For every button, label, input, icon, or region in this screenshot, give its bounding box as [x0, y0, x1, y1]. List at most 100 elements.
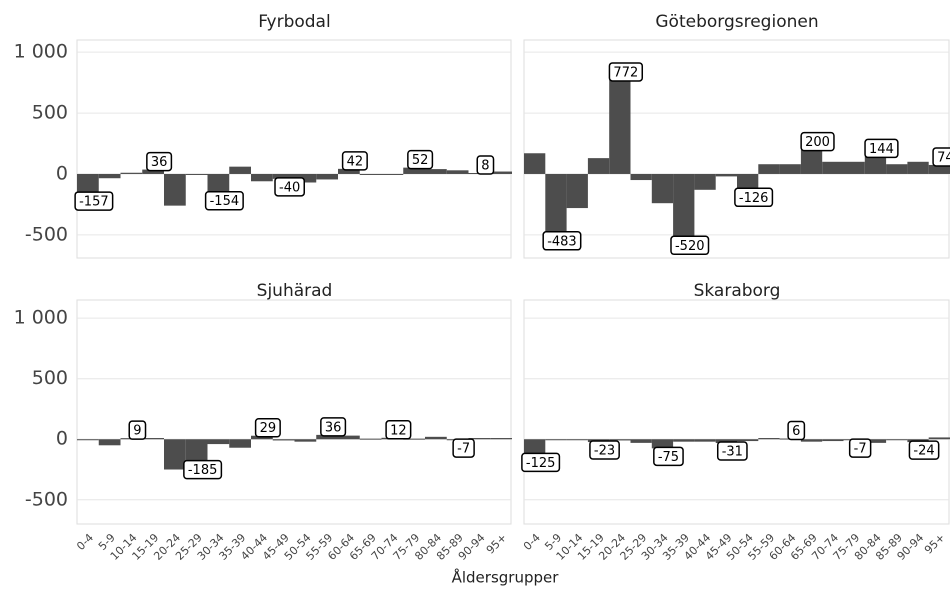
bar: [229, 439, 251, 448]
bar: [864, 156, 887, 174]
bar: [673, 173, 695, 238]
data-label-text: -23: [594, 444, 615, 459]
bar: [185, 439, 208, 462]
data-label-text: 772: [613, 65, 638, 80]
bar: [272, 439, 295, 441]
bar: [185, 173, 208, 175]
data-label-box: [908, 440, 940, 460]
data-label: 12: [385, 420, 412, 440]
bar: [630, 173, 652, 181]
bar: [587, 158, 610, 174]
y-tick-label: -500: [25, 488, 68, 510]
bar: [229, 166, 251, 174]
x-axis-title: Åldersgrupper: [452, 568, 560, 587]
bar: [800, 439, 823, 442]
y-tick-label: 0: [56, 162, 68, 184]
x-tick-label: 95+: [484, 531, 510, 557]
data-label-box: [452, 438, 475, 458]
bar: [251, 435, 273, 440]
x-tick-label: 0-4: [74, 531, 96, 553]
bar: [694, 439, 716, 442]
bar: [651, 173, 674, 204]
data-label-box: [183, 459, 223, 480]
bar: [566, 173, 588, 209]
bar: [609, 79, 631, 174]
y-tick-label: -500: [25, 223, 68, 245]
bar: [864, 439, 887, 443]
bar: [294, 439, 317, 442]
bar: [758, 438, 780, 440]
bar: [468, 438, 491, 440]
bar: [403, 438, 425, 440]
bar: [425, 436, 447, 440]
bar: [381, 173, 404, 175]
bar: [338, 168, 360, 174]
data-label-box: [589, 440, 620, 460]
data-label-box: [653, 446, 684, 467]
data-label: -483: [542, 231, 582, 251]
bar: [651, 439, 674, 449]
data-label: -31: [716, 441, 748, 461]
data-label: 74: [932, 147, 950, 167]
data-label-box: [542, 231, 582, 251]
bar: [545, 173, 567, 233]
bar: [207, 439, 230, 445]
bar: [928, 164, 950, 174]
bar: [294, 173, 317, 183]
data-label: -24: [908, 440, 940, 460]
y-tick-label: 0: [56, 428, 68, 450]
data-label: 42: [341, 151, 368, 171]
data-label-text: -520: [675, 239, 705, 254]
data-label-text: -157: [79, 195, 109, 210]
data-label-box: [476, 155, 495, 175]
data-label-box: [341, 151, 368, 171]
data-label-box: [204, 190, 244, 211]
bar: [272, 173, 295, 179]
panel-border: [76, 299, 512, 525]
bar: [446, 170, 469, 174]
bar: [251, 173, 273, 182]
bar: [359, 438, 382, 440]
x-tick-label: 0-4: [521, 531, 543, 553]
bar: [609, 439, 631, 441]
bar: [142, 438, 164, 440]
panel-border: [523, 299, 950, 525]
bar: [822, 439, 844, 442]
bar: [524, 439, 546, 455]
data-label: -7: [452, 438, 475, 458]
bar: [737, 173, 759, 190]
panel-title: Fyrbodal: [258, 12, 330, 32]
data-label-text: 200: [805, 135, 830, 150]
bar: [822, 161, 844, 174]
data-label-box: [864, 138, 899, 159]
bar: [425, 169, 447, 174]
bar: [758, 164, 780, 174]
bar: [928, 437, 950, 440]
bar: [164, 439, 186, 470]
data-label-text: -483: [547, 234, 577, 249]
bar: [694, 173, 716, 190]
bar: [403, 167, 425, 174]
bar: [779, 164, 801, 174]
bar: [715, 439, 737, 443]
data-label-box: [407, 149, 434, 170]
data-label-text: -126: [739, 191, 769, 206]
data-label: -125: [521, 452, 561, 473]
data-label-box: [521, 452, 561, 473]
data-label: -520: [670, 235, 710, 256]
data-label-box: [608, 62, 644, 82]
y-tick-label: 500: [32, 102, 68, 124]
data-label-box: [274, 177, 305, 197]
data-label: 772: [608, 62, 644, 82]
data-label-box: [320, 417, 347, 437]
data-label: -154: [204, 190, 244, 211]
data-label-text: 52: [412, 153, 429, 168]
bar: [715, 173, 737, 177]
bar: [359, 173, 382, 175]
data-label: 200: [800, 131, 835, 152]
data-label: 144: [864, 138, 899, 159]
bar: [907, 161, 929, 174]
bar: [120, 172, 143, 174]
data-label: -7: [848, 438, 872, 458]
data-label-box: [146, 151, 173, 172]
